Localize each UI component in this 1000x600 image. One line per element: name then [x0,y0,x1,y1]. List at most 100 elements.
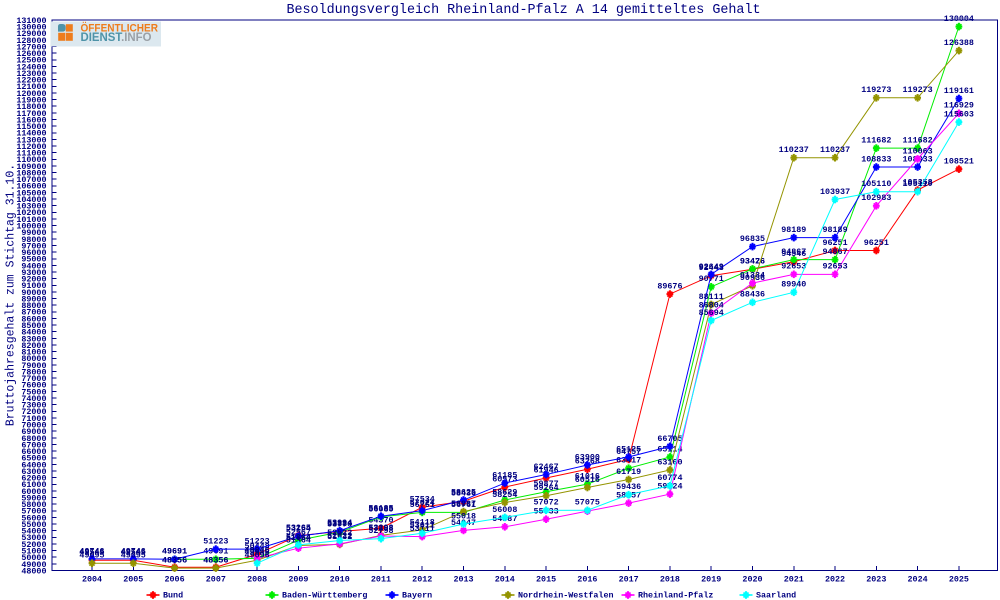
svg-text:72000: 72000 [21,407,46,417]
svg-text:2006: 2006 [165,574,185,584]
svg-text:52522: 52522 [327,528,352,538]
svg-text:96000: 96000 [21,248,46,258]
svg-text:96251: 96251 [822,238,847,248]
svg-text:86000: 86000 [21,314,46,324]
svg-text:78000: 78000 [21,367,46,377]
svg-text:68000: 68000 [21,434,46,444]
svg-text:110000: 110000 [16,155,46,165]
svg-text:53111: 53111 [410,524,435,534]
svg-text:53198: 53198 [368,523,393,533]
svg-text:96251: 96251 [864,238,889,248]
svg-text:53164: 53164 [286,524,311,534]
svg-text:71000: 71000 [21,414,46,424]
svg-text:106000: 106000 [16,182,46,192]
svg-text:49545: 49545 [79,548,104,558]
svg-text:92653: 92653 [781,262,806,272]
svg-text:107000: 107000 [16,175,46,185]
svg-text:114000: 114000 [16,129,46,139]
svg-text:57534: 57534 [410,495,435,505]
svg-text:129000: 129000 [16,29,46,39]
svg-text:2014: 2014 [495,574,515,584]
svg-text:56761: 56761 [451,500,476,510]
svg-text:92653: 92653 [822,262,847,272]
svg-text:94000: 94000 [21,261,46,271]
svg-text:91000: 91000 [21,281,46,291]
svg-text:56000: 56000 [21,513,46,523]
svg-text:75000: 75000 [21,387,46,397]
svg-text:61016: 61016 [575,472,600,482]
svg-text:103000: 103000 [16,202,46,212]
svg-text:124000: 124000 [16,62,46,72]
svg-text:51764: 51764 [286,533,311,543]
svg-text:76000: 76000 [21,381,46,391]
svg-text:104000: 104000 [16,195,46,205]
svg-text:90771: 90771 [699,274,724,284]
svg-text:88111: 88111 [699,292,724,302]
svg-text:92649: 92649 [699,262,724,272]
svg-text:67000: 67000 [21,440,46,450]
svg-text:83000: 83000 [21,334,46,344]
svg-text:54118: 54118 [410,517,435,527]
svg-text:105110: 105110 [861,179,891,189]
svg-text:115603: 115603 [944,110,974,120]
svg-text:74000: 74000 [21,394,46,404]
svg-text:56185: 56185 [368,504,393,514]
svg-text:105000: 105000 [16,188,46,198]
svg-text:86804: 86804 [699,301,724,311]
svg-text:57075: 57075 [575,498,600,508]
svg-text:2017: 2017 [619,574,639,584]
svg-text:49691: 49691 [162,547,187,557]
svg-text:58254: 58254 [492,490,517,500]
svg-text:63900: 63900 [575,452,600,462]
svg-text:55000: 55000 [21,520,46,530]
svg-text:63160: 63160 [657,457,682,467]
svg-text:ÖFFENTLICHER: ÖFFENTLICHER [81,21,159,34]
svg-text:89676: 89676 [657,281,682,291]
svg-text:49546: 49546 [245,548,270,558]
svg-text:54000: 54000 [21,527,46,537]
svg-text:102000: 102000 [16,208,46,218]
svg-text:Saarland: Saarland [756,590,796,600]
svg-text:110237: 110237 [779,145,809,155]
svg-text:113000: 113000 [16,135,46,145]
svg-text:2009: 2009 [288,574,308,584]
svg-text:131000: 131000 [16,16,46,26]
svg-text:97000: 97000 [21,241,46,251]
svg-text:111682: 111682 [903,136,933,146]
svg-text:130004: 130004 [944,14,974,24]
svg-text:2013: 2013 [453,574,473,584]
svg-text:102983: 102983 [861,193,891,203]
svg-text:49096: 49096 [245,551,270,561]
svg-text:73000: 73000 [21,401,46,411]
svg-text:59000: 59000 [21,493,46,503]
svg-text:128000: 128000 [16,36,46,46]
svg-text:2008: 2008 [247,574,267,584]
svg-text:119161: 119161 [944,86,974,96]
svg-text:123000: 123000 [16,69,46,79]
svg-text:56008: 56008 [492,505,517,515]
svg-text:2024: 2024 [908,574,928,584]
svg-text:116000: 116000 [16,115,46,125]
svg-text:59877: 59877 [534,479,559,489]
svg-text:122000: 122000 [16,76,46,86]
svg-text:2022: 2022 [825,574,845,584]
svg-text:119000: 119000 [16,95,46,105]
svg-text:98189: 98189 [781,225,806,235]
svg-text:61000: 61000 [21,480,46,490]
svg-text:2011: 2011 [371,574,391,584]
svg-text:52022: 52022 [327,531,352,541]
svg-text:108833: 108833 [861,154,891,164]
svg-text:59436: 59436 [616,482,641,492]
svg-text:51864: 51864 [286,532,311,542]
svg-text:2023: 2023 [866,574,886,584]
svg-text:56085: 56085 [368,504,393,514]
svg-text:116929: 116929 [944,101,974,111]
svg-text:130000: 130000 [16,23,46,33]
svg-text:61185: 61185 [492,470,517,480]
svg-text:58000: 58000 [21,500,46,510]
svg-text:81000: 81000 [21,348,46,358]
svg-text:118000: 118000 [16,102,46,112]
svg-text:50000: 50000 [21,553,46,563]
svg-text:87000: 87000 [21,308,46,318]
svg-text:2015: 2015 [536,574,556,584]
